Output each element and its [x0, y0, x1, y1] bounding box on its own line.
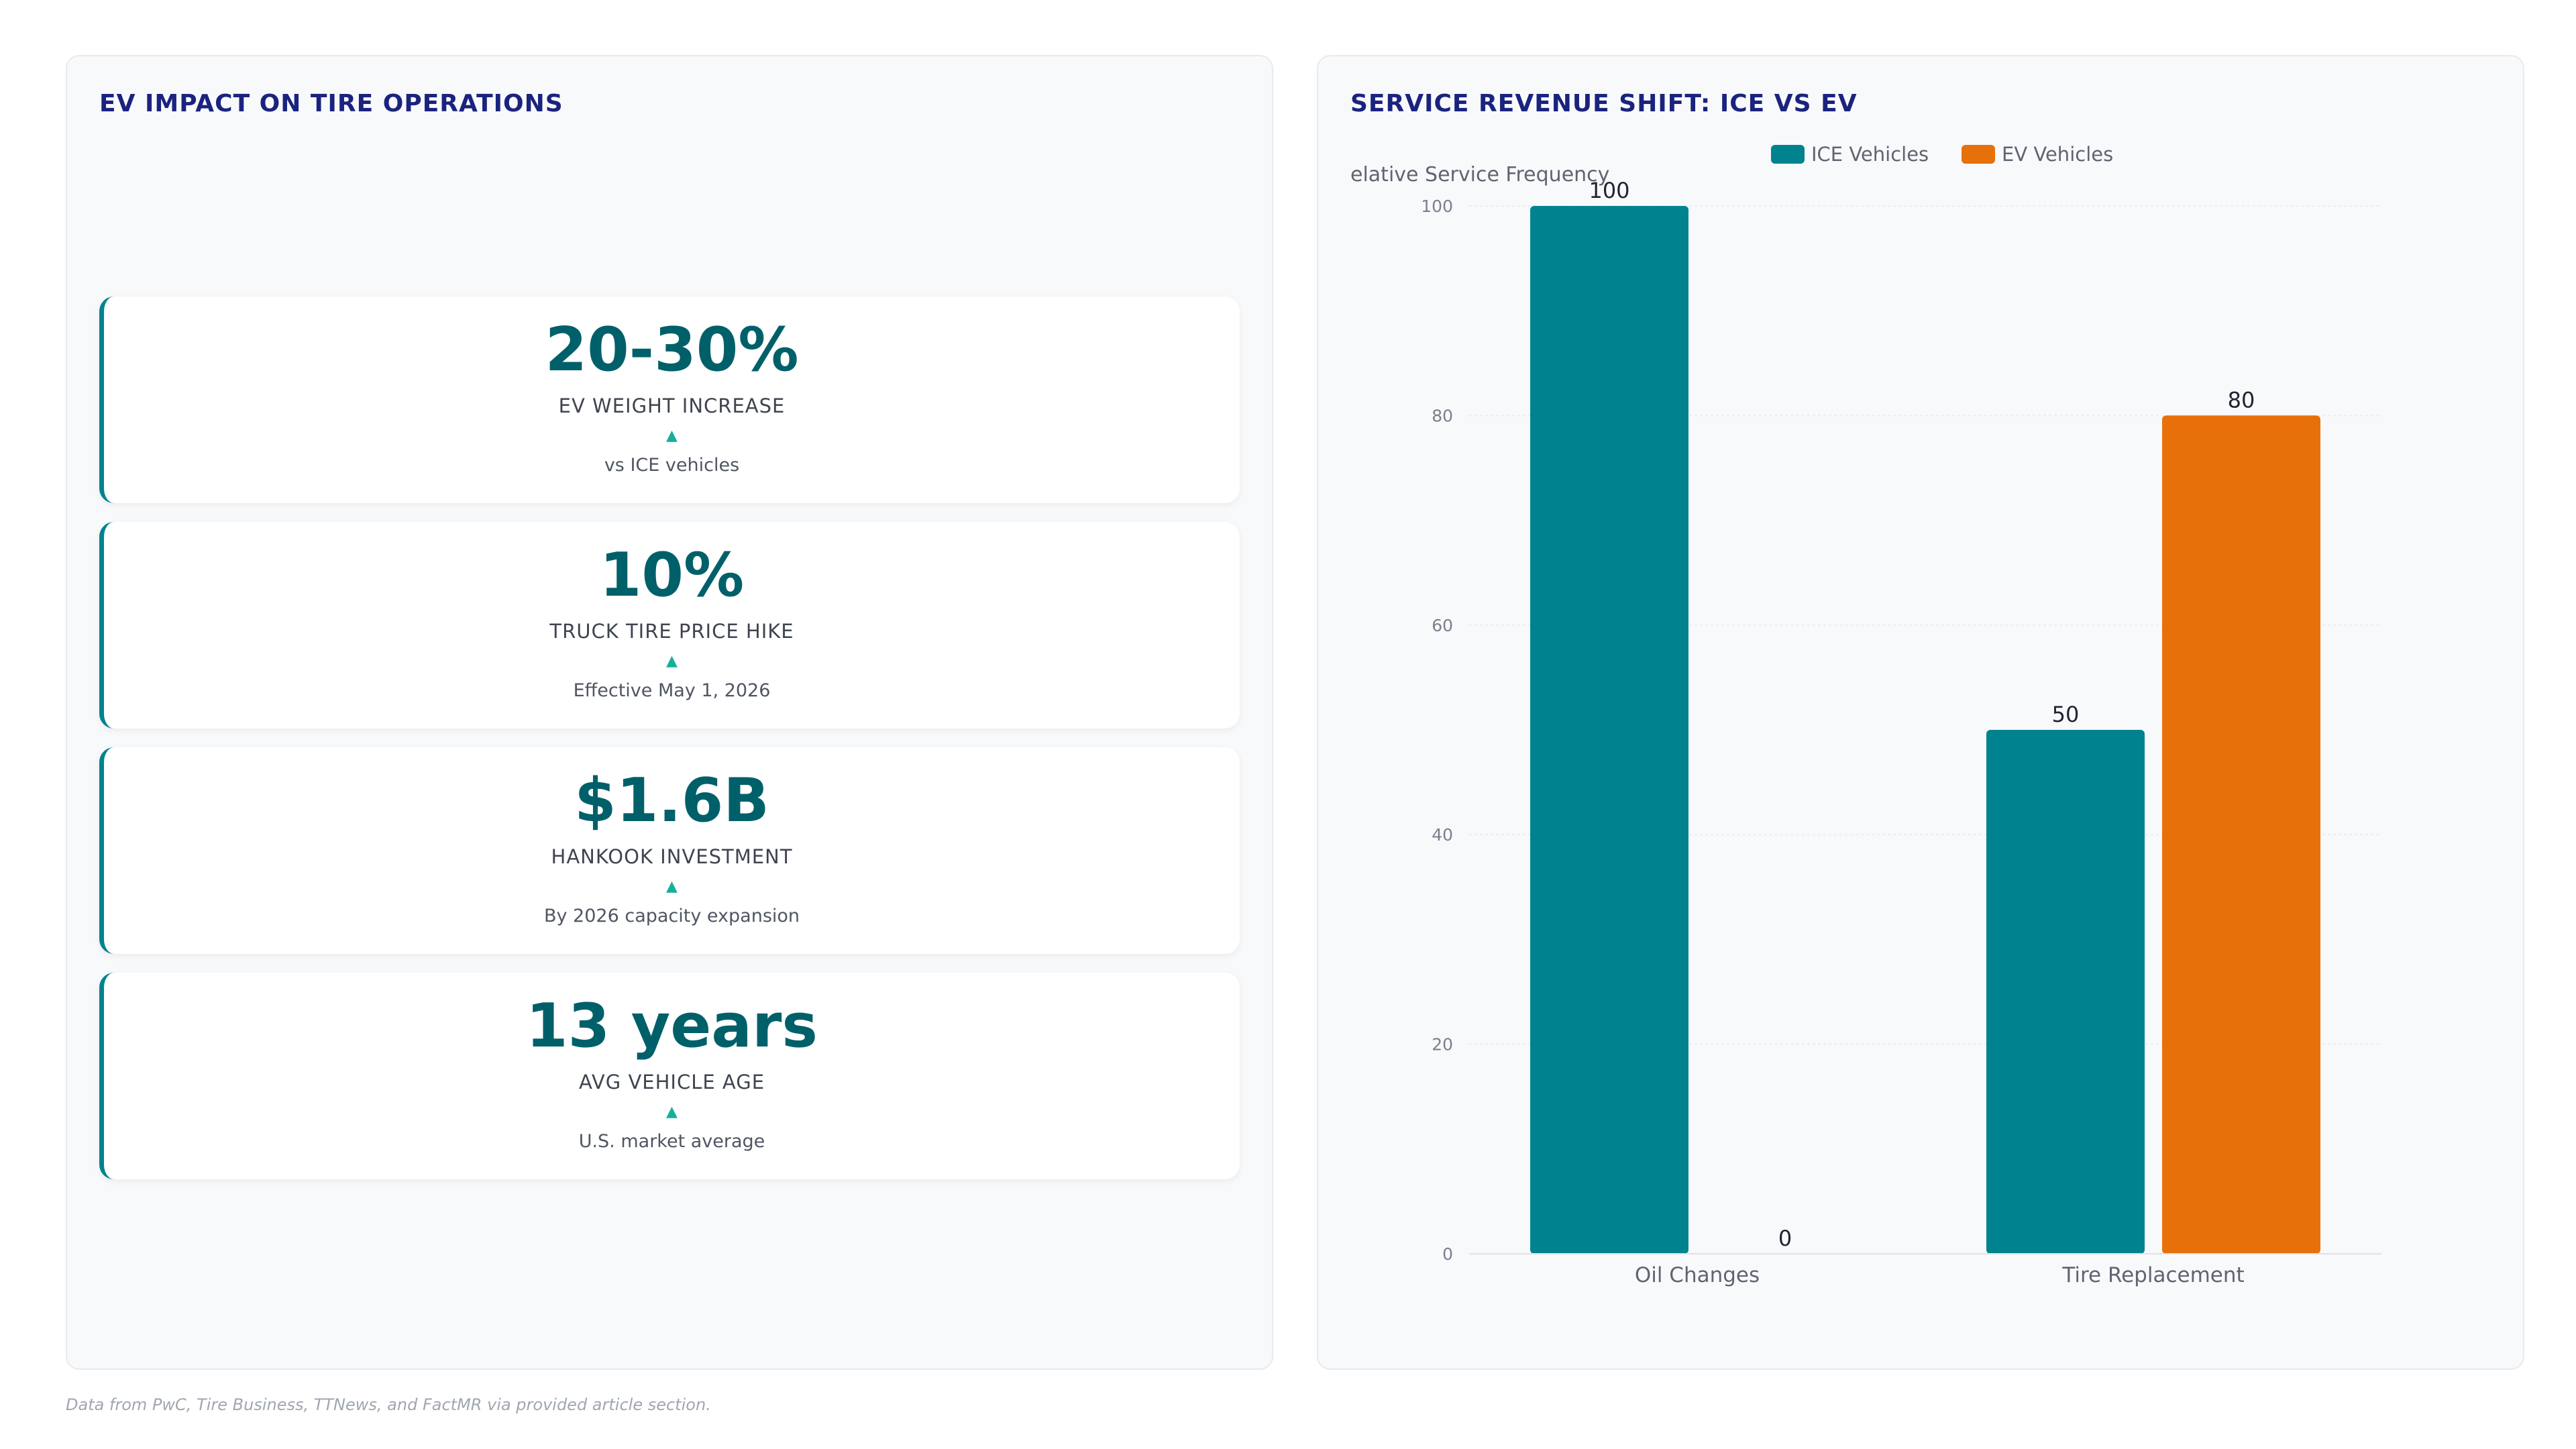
x-tick-label: Oil Changes	[1635, 1263, 1760, 1287]
bar	[1986, 730, 2145, 1254]
kpi-card-truck-tire-price: 10% TRUCK TIRE PRICE HIKE ▲ Effective Ma…	[99, 522, 1240, 729]
trend-up-icon: ▲	[666, 878, 678, 895]
kpi-value: 10%	[599, 540, 745, 610]
kpi-note: U.S. market average	[578, 1131, 765, 1152]
chart-panel: SERVICE REVENUE SHIFT: ICE VS EV 0 20 40 60…	[1317, 55, 2524, 1370]
y-axis-label: elative Service Frequency	[1350, 163, 1609, 186]
kpi-value: 13 years	[526, 991, 818, 1061]
bar-value-label: 80	[2228, 387, 2255, 413]
legend-label: EV Vehicles	[2002, 143, 2113, 166]
y-tick-label: 20	[1432, 1035, 1453, 1055]
y-tick-label: 80	[1432, 406, 1453, 425]
trend-up-icon: ▲	[666, 1104, 678, 1120]
legend-swatch	[1771, 145, 1805, 164]
legend-label: ICE Vehicles	[1811, 143, 1929, 166]
kpi-note: By 2026 capacity expansion	[543, 906, 800, 926]
trend-up-icon: ▲	[666, 653, 678, 669]
x-tick-label: Tire Replacement	[2061, 1263, 2244, 1287]
kpi-label: TRUCK TIRE PRICE HIKE	[549, 620, 794, 643]
kpi-note: Effective May 1, 2026	[573, 680, 771, 701]
bar	[2162, 415, 2320, 1254]
y-tick-label: 60	[1432, 616, 1453, 635]
bar	[1530, 206, 1688, 1254]
chart-panel-title: SERVICE REVENUE SHIFT: ICE VS EV	[1350, 90, 1858, 117]
bar-value-label: 0	[1778, 1226, 1792, 1251]
kpi-card-hankook-investment: $1.6B HANKOOK INVESTMENT ▲ By 2026 capac…	[99, 747, 1240, 954]
kpi-card-ev-weight: 20-30% EV WEIGHT INCREASE ▲ vs ICE vehic…	[99, 297, 1240, 503]
kpi-note: vs ICE vehicles	[604, 455, 740, 476]
kpi-panel: EV IMPACT ON TIRE OPERATIONS 20-30% EV W…	[66, 55, 1273, 1370]
kpi-card-vehicle-age: 13 years AVG VEHICLE AGE ▲ U.S. market a…	[99, 973, 1240, 1179]
trend-up-icon: ▲	[666, 427, 678, 444]
bar-value-label: 50	[2052, 702, 2080, 727]
y-tick-label: 40	[1432, 825, 1453, 845]
kpi-label: HANKOOK INVESTMENT	[551, 845, 793, 868]
kpi-value: $1.6B	[574, 765, 769, 836]
kpi-list: 20-30% EV WEIGHT INCREASE ▲ vs ICE vehic…	[99, 297, 1240, 1198]
y-tick-label: 0	[1442, 1244, 1453, 1264]
kpi-label: AVG VEHICLE AGE	[578, 1071, 765, 1093]
kpi-value: 20-30%	[545, 315, 799, 385]
kpi-panel-title: EV IMPACT ON TIRE OPERATIONS	[99, 90, 564, 117]
y-tick-label: 100	[1421, 197, 1453, 216]
kpi-label: EV WEIGHT INCREASE	[558, 394, 786, 417]
source-footnote: Data from PwC, Tire Business, TTNews, an…	[66, 1395, 711, 1414]
bar-value-label: 100	[1589, 178, 1629, 203]
legend-swatch	[1962, 145, 1995, 164]
